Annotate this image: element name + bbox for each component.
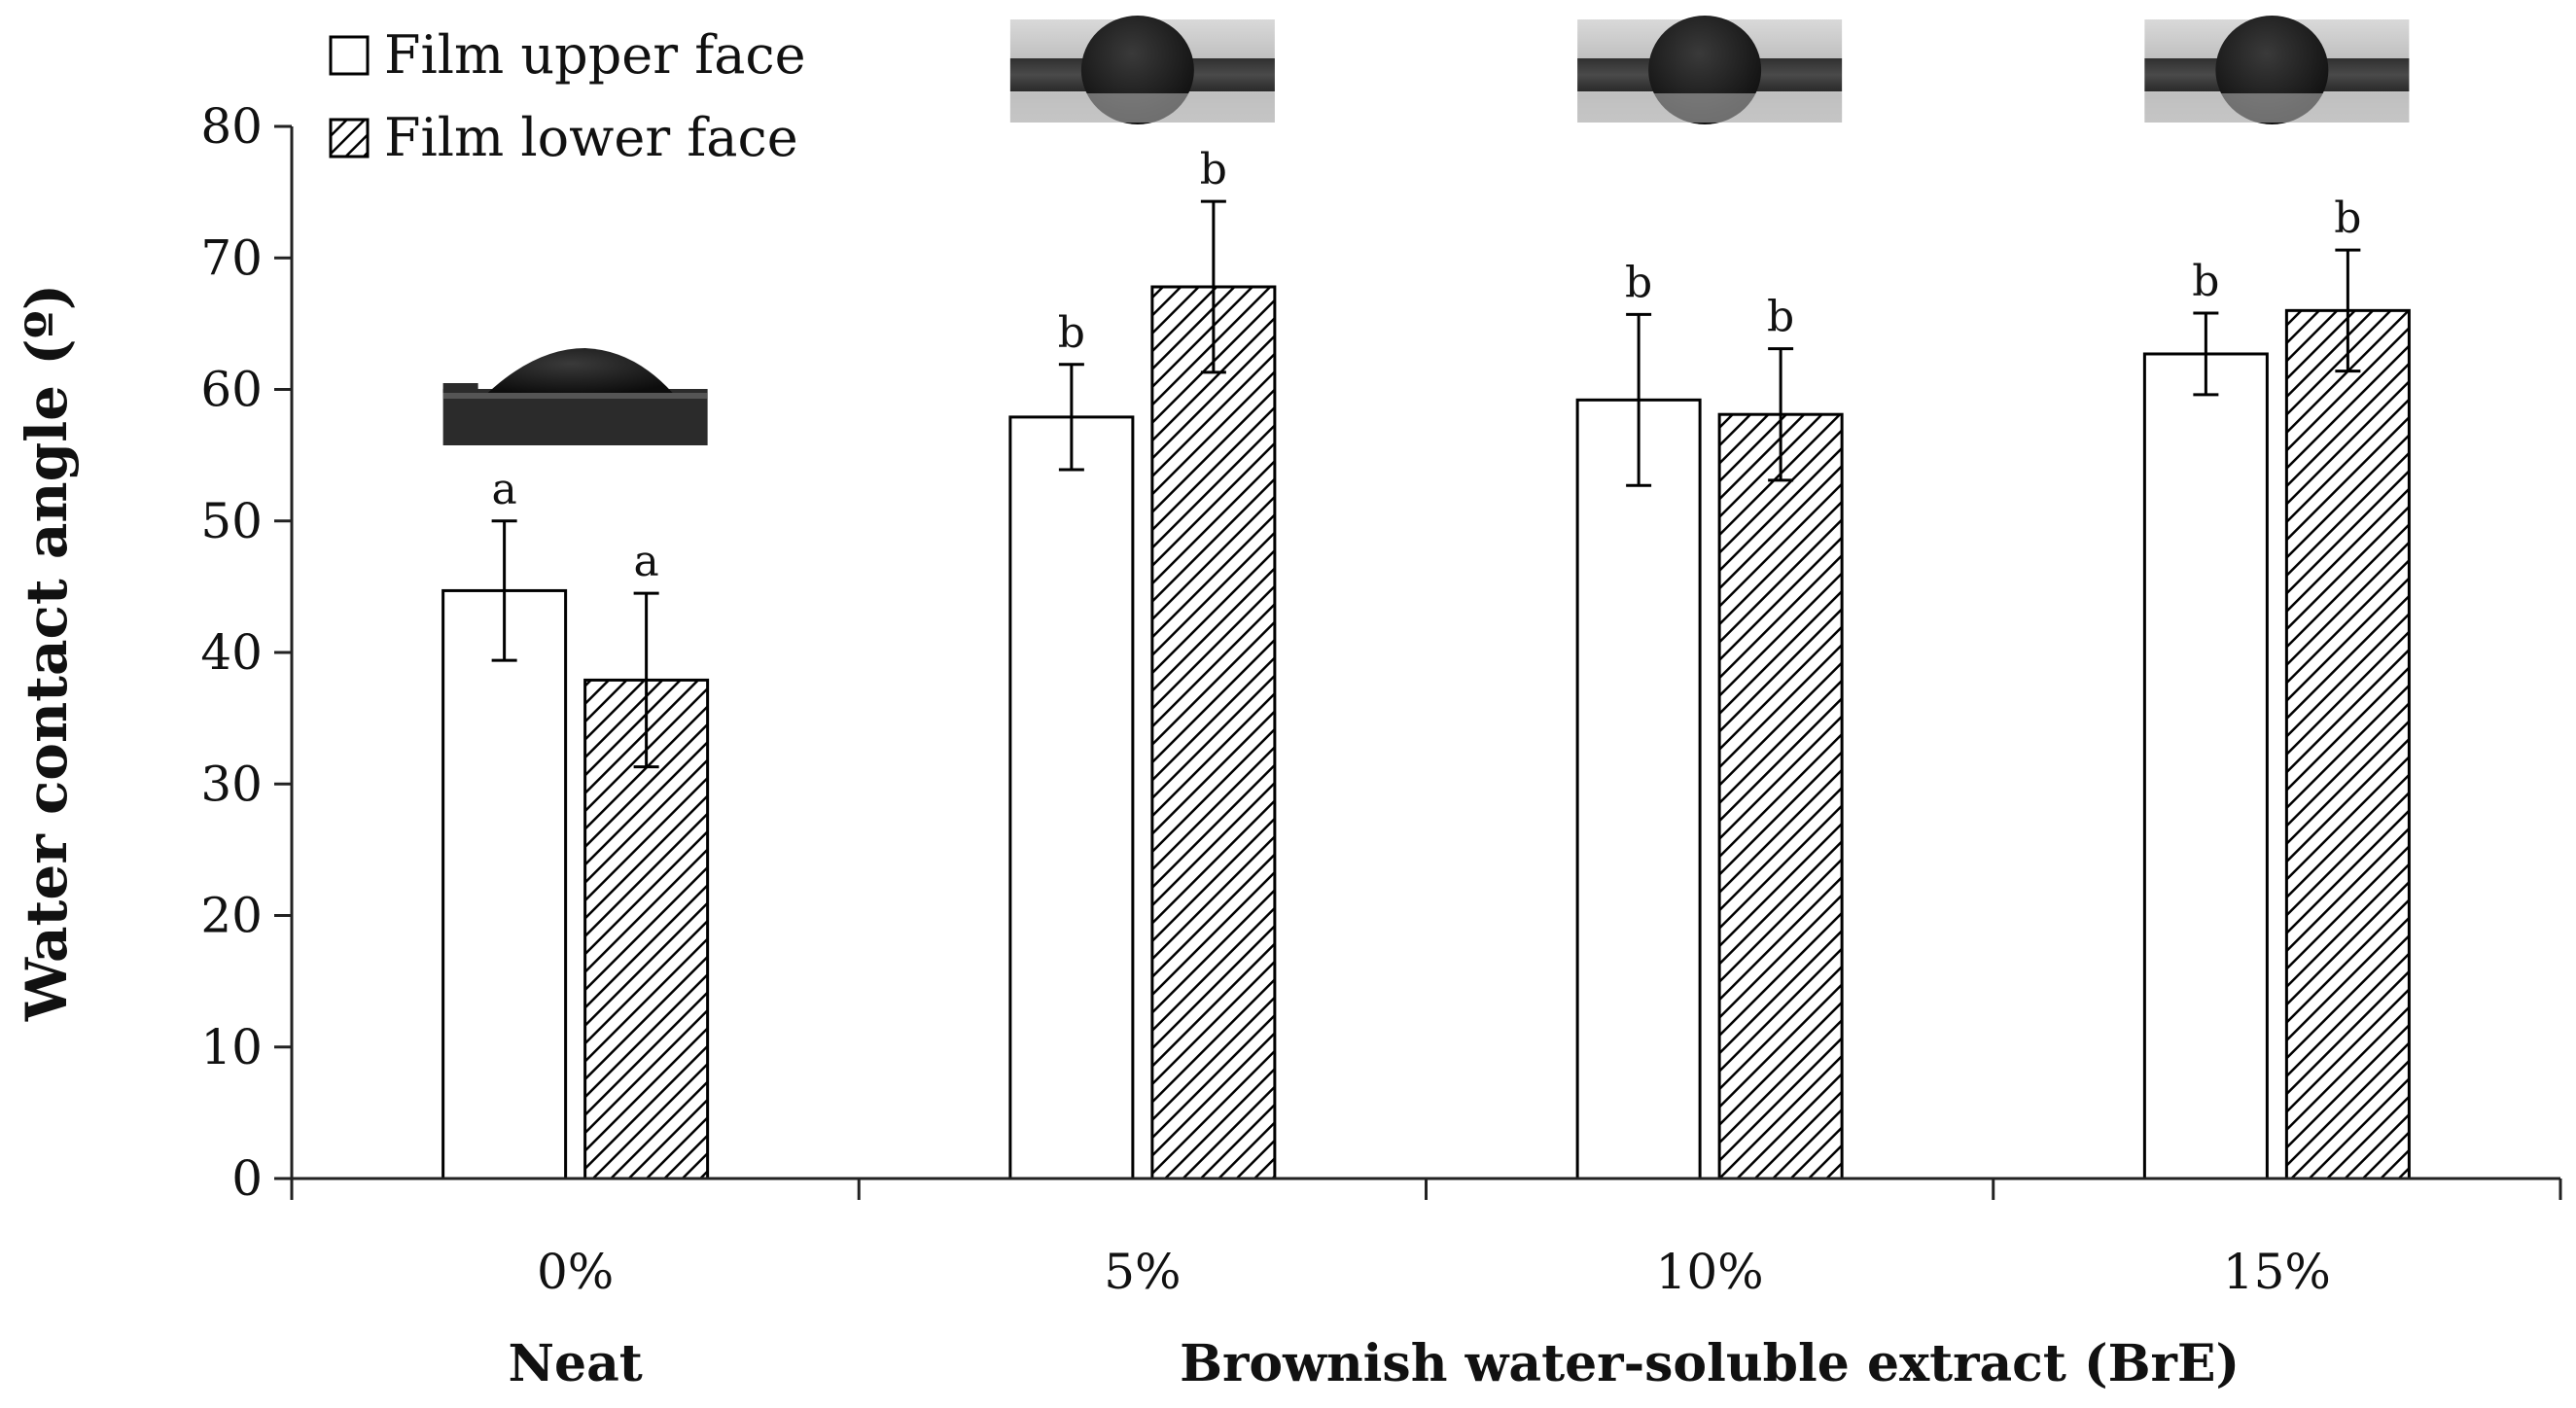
droplet-photo-round-icon — [1577, 16, 1843, 124]
y-tick-label: 30 — [200, 756, 263, 812]
bar-upper-face — [1575, 398, 1702, 1180]
significance-label: a — [634, 537, 659, 586]
significance-label: b — [2334, 194, 2361, 243]
legend-label: Film upper face — [384, 24, 806, 86]
reflection — [2144, 93, 2410, 123]
significance-label: b — [1625, 258, 1652, 307]
significance-label: b — [1767, 293, 1794, 342]
significance-label: a — [492, 465, 517, 514]
reflection — [1009, 93, 1275, 123]
group-label: Neat — [508, 1334, 642, 1393]
legend-swatch — [329, 35, 370, 76]
bar-upper-face — [2142, 352, 2269, 1180]
bar-lower-face — [2284, 308, 2411, 1180]
bar-upper-face — [1008, 415, 1135, 1180]
x-tick-label: 5% — [1104, 1244, 1181, 1300]
bar-upper-face — [441, 588, 568, 1180]
x-tick-label: 0% — [537, 1244, 614, 1300]
y-tick-label: 60 — [200, 362, 263, 418]
bar-lower-face — [1717, 412, 1844, 1180]
y-tick-label: 80 — [200, 98, 263, 155]
y-tick-label: 20 — [200, 888, 263, 944]
y-tick-label: 0 — [231, 1150, 263, 1207]
droplet-photo-flat-icon — [442, 348, 708, 445]
y-tick-label: 10 — [200, 1019, 263, 1075]
legend: Film upper face Film lower face — [329, 24, 806, 168]
group-label: Brownish water-soluble extract (BrE) — [1180, 1334, 2240, 1393]
x-tick-label: 10% — [1656, 1244, 1764, 1300]
reflection — [1577, 93, 1843, 123]
droplet-photo-round-icon — [2144, 16, 2410, 124]
x-tick-label: 15% — [2223, 1244, 2331, 1300]
bar-lower-face — [1150, 285, 1277, 1180]
y-tick-label: 50 — [200, 493, 263, 549]
droplet-photo-round-icon — [1009, 16, 1275, 124]
droplet — [487, 348, 673, 393]
significance-label: b — [1058, 308, 1085, 358]
significance-label: b — [1200, 145, 1227, 194]
film-edge-left — [442, 383, 478, 393]
y-axis-label: Water contact angle (º) — [14, 284, 80, 1022]
y-tick-label: 70 — [200, 229, 263, 286]
significance-label: b — [2192, 257, 2219, 306]
film-edge — [442, 393, 708, 399]
legend-label: Film lower face — [384, 107, 798, 168]
legend-swatch — [329, 118, 370, 158]
y-tick-label: 40 — [200, 624, 263, 681]
